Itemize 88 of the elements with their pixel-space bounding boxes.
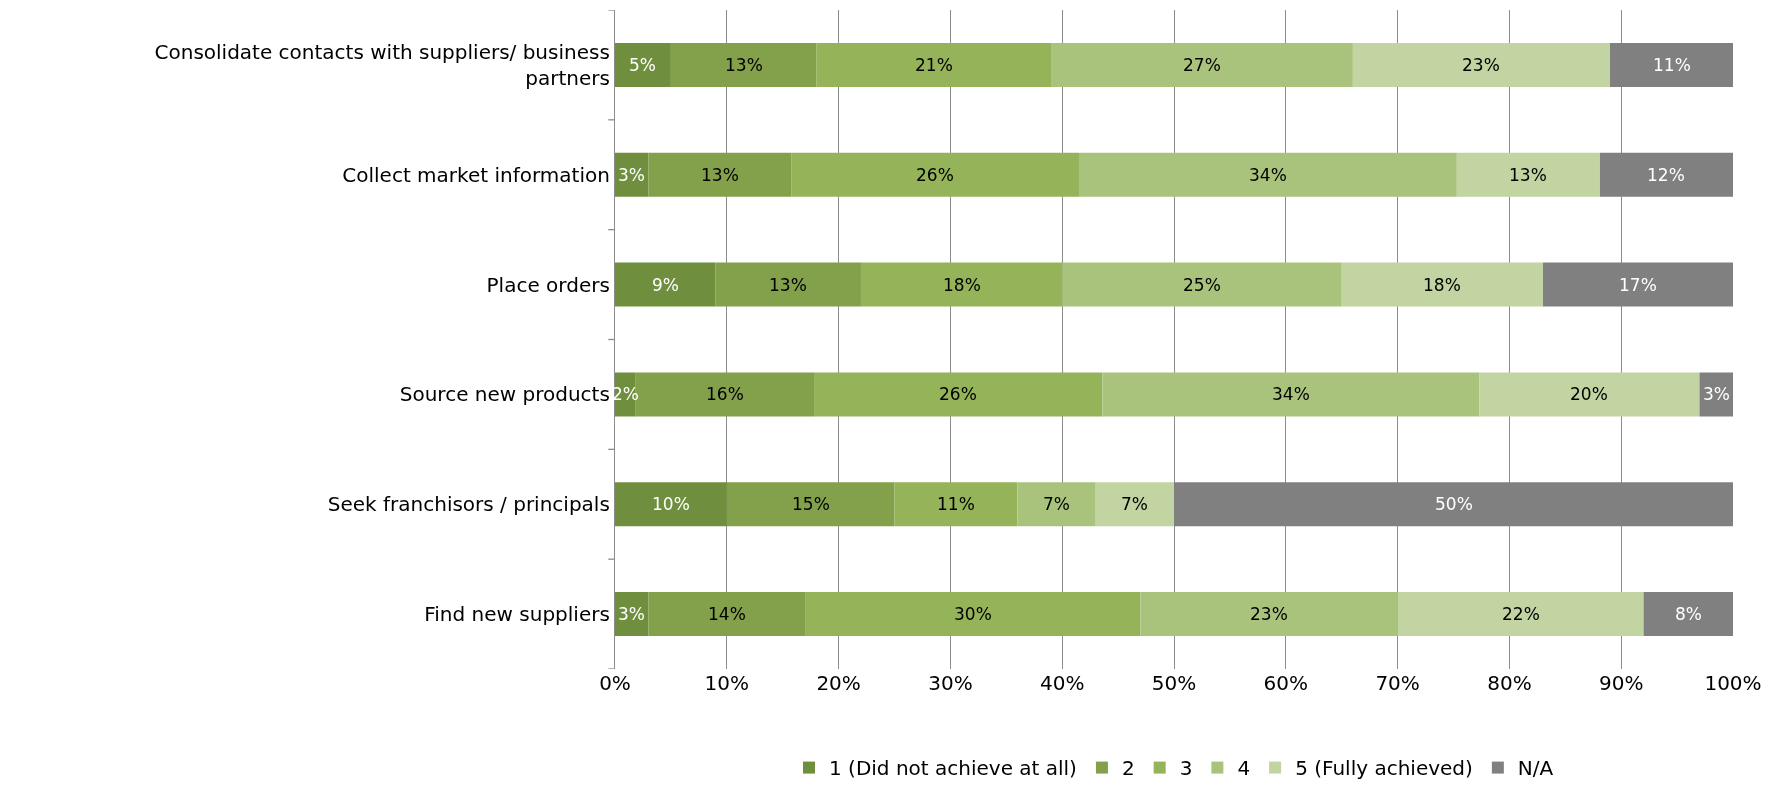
bar — [1397, 592, 1644, 637]
data-label: 11% — [1653, 55, 1691, 75]
data-label: 23% — [1462, 55, 1500, 75]
bar — [715, 262, 861, 307]
x-tick-label: 50% — [1151, 671, 1197, 695]
data-label: 26% — [916, 165, 954, 185]
bar — [1102, 372, 1480, 417]
bar — [726, 482, 895, 527]
data-label: 20% — [1570, 384, 1608, 404]
data-label: 2% — [612, 384, 639, 404]
data-label: 10% — [652, 494, 690, 514]
data-label: 22% — [1502, 604, 1540, 624]
bar — [1095, 482, 1174, 527]
data-label: 3% — [618, 165, 645, 185]
x-tick-label: 60% — [1263, 671, 1309, 695]
bar — [1456, 152, 1600, 197]
bar — [670, 42, 817, 87]
bar — [648, 592, 806, 637]
x-tick-label: 10% — [704, 671, 750, 695]
data-label: 26% — [939, 384, 977, 404]
data-label: 34% — [1249, 165, 1287, 185]
data-label: 16% — [706, 384, 744, 404]
bar — [615, 482, 727, 527]
y-tick-label: Consolidate contacts with suppliers/ business partners — [154, 39, 610, 90]
data-label: 11% — [937, 494, 975, 514]
y-tick-label: Collect market information — [342, 162, 610, 187]
x-tick-label: 20% — [816, 671, 861, 695]
y-tick-label: Find new suppliers — [424, 602, 610, 627]
legend-label: 2 — [1121, 756, 1135, 781]
bar — [1051, 42, 1353, 87]
x-tick-label: 100% — [1704, 671, 1762, 695]
x-tick-label: 30% — [928, 671, 973, 695]
legend-label: 3 — [1179, 756, 1193, 781]
y-tick-label: Seek franchisors / principals — [327, 492, 610, 517]
bar — [1341, 262, 1543, 307]
data-label: 13% — [701, 165, 739, 185]
bar — [1078, 152, 1457, 197]
data-label: 7% — [1043, 494, 1070, 514]
x-tick-label: 70% — [1375, 671, 1420, 695]
data-label: 34% — [1272, 384, 1310, 404]
legend-label: 5 (Fully achieved) — [1295, 756, 1473, 781]
bar — [615, 262, 716, 307]
data-label: 3% — [618, 604, 645, 624]
data-label: 3% — [1703, 384, 1730, 404]
data-label: 15% — [792, 494, 830, 514]
data-label: 9% — [652, 275, 679, 295]
bar — [1352, 42, 1611, 87]
data-label: 30% — [954, 604, 992, 624]
legend-label: 1 (Did not achieve at all) — [829, 756, 1077, 781]
x-tick-label: 80% — [1487, 671, 1532, 695]
bar — [1479, 372, 1700, 417]
legend-label: 4 — [1237, 756, 1251, 781]
bar — [1017, 482, 1096, 527]
y-tick-label: Place orders — [486, 272, 610, 297]
bar — [1699, 372, 1733, 417]
data-label: 17% — [1619, 275, 1657, 295]
bar — [1062, 262, 1342, 307]
data-label: 13% — [725, 55, 763, 75]
data-label: 50% — [1435, 494, 1473, 514]
data-label: 7% — [1121, 494, 1148, 514]
data-label: 13% — [1509, 165, 1547, 185]
data-label: 13% — [769, 275, 807, 295]
data-label: 23% — [1250, 604, 1288, 624]
x-tick-label: 90% — [1598, 671, 1644, 695]
bar — [1643, 592, 1733, 637]
legend-label: N/A — [1517, 756, 1554, 781]
bar — [791, 152, 1079, 197]
data-label: 5% — [629, 55, 656, 75]
data-label: 18% — [943, 275, 981, 295]
bar — [1140, 592, 1398, 637]
x-tick-label: 40% — [1039, 671, 1085, 695]
bar — [814, 372, 1103, 417]
data-label: 8% — [1675, 604, 1702, 624]
bar — [615, 42, 671, 87]
data-label: 18% — [1423, 275, 1461, 295]
data-label: 12% — [1647, 165, 1685, 185]
data-label: 25% — [1183, 275, 1221, 295]
data-label: 27% — [1183, 55, 1221, 75]
bar — [860, 262, 1063, 307]
data-label: 21% — [915, 55, 953, 75]
bar — [648, 152, 792, 197]
y-tick-label: Source new products — [399, 382, 610, 407]
bar — [894, 482, 1018, 527]
bar — [816, 42, 1052, 87]
bar — [805, 592, 1141, 637]
x-tick-label: 0% — [599, 671, 631, 695]
data-label: 14% — [708, 604, 746, 624]
bar — [615, 592, 649, 637]
